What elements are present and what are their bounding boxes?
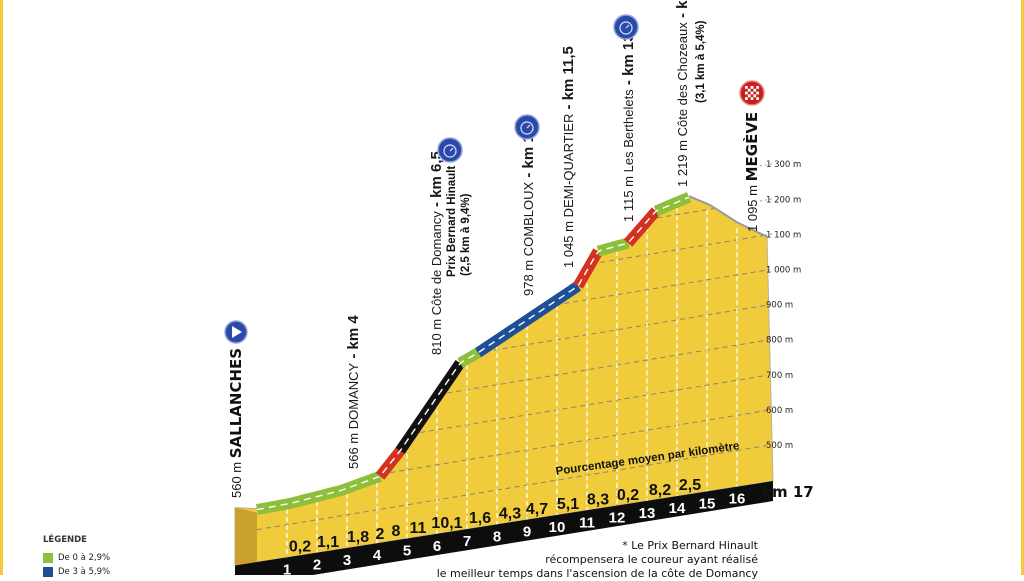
y-axis-tick-label: 1 100 m [766,230,801,240]
place-label-combloux: 978 m COMBLOUX - km 10 [520,126,537,296]
checker-square [756,86,759,89]
km-end-label: km 17 [762,483,814,501]
checker-square [750,91,754,95]
y-axis-tick-label: 1 300 m [766,160,801,170]
checker-square [753,88,757,92]
place-label-les-berthelets: 1 115 m Les Berthelets - km 13,5 [620,21,637,222]
chozeaux-climb-stats: (3,1 km à 5,4%) [695,20,707,103]
gradient-label: 1,1 [317,534,339,551]
km-tick-label: 10 [549,519,566,536]
km-tick-label: 7 [463,533,471,550]
km-band [235,481,773,575]
checker-square [750,86,754,89]
gridline-tick [759,198,773,202]
km-tick-label: 12 [609,510,626,527]
km-tick-label: 14 [669,500,686,517]
gradient-label: 0,2 [617,487,639,504]
gradient-label: 2,5 [679,477,701,494]
gradient-label: 0,2 [289,538,311,555]
legend-swatch-green [43,553,53,563]
gridline [648,207,715,220]
profile-descent-line [688,195,768,238]
legend-item-blue: De 3 à 5,9% [43,567,110,577]
legend-label: De 0 à 2,9% [58,553,111,563]
gradient-label: 1,8 [347,529,369,546]
km-tick-label: 3 [343,552,351,569]
place-label-cote-de-domancy: 810 m Côte de Domancy - km 6,5 [428,151,445,355]
gradient-label: 4,3 [499,505,521,522]
footnote-line: * Le Prix Bernard Hinault [622,539,758,552]
gridline [438,339,768,395]
left-border [0,0,3,575]
checker-square [747,94,751,98]
place-label-demi-quartier: 1 045 m DEMI-QUARTIER - km 11,5 [560,46,577,268]
gridline [546,269,768,307]
gradient-label: 10,1 [431,515,462,532]
checker-square [745,86,748,89]
y-axis-tick-label: 1 200 m [766,195,801,205]
footnote-line: le meilleur temps dans l'ascension de la… [436,567,758,580]
y-axis-tick-label: 800 m [766,336,793,346]
checker-square [745,97,748,100]
legend-label: De 3 à 5,9% [58,567,111,577]
legend-swatch-blue [43,567,53,577]
legend-item-green: De 0 à 2,9% [43,553,110,563]
gridline-tick [759,233,773,237]
profile-centerline [256,196,690,511]
gradient-label: 8,2 [649,482,671,499]
start-arrow-icon [224,320,248,344]
km-tick-label: 4 [373,547,382,564]
checker-square [745,91,748,95]
gridline [475,304,768,354]
km-tick-label: 2 [313,557,321,574]
gradient-label: 4,7 [526,501,548,518]
gradient-label: 5,1 [557,496,579,513]
km-tick-label: 13 [639,505,656,522]
place-label-domancy: 566 m DOMANCY - km 4 [345,315,362,469]
checker-square [756,97,759,100]
km-tick-label: 9 [523,524,531,541]
domancy-climb-stats: (2,5 km à 9,4%) [460,193,472,276]
checker-square [753,94,757,98]
footnote-line: récompensera le coureur ayant réalisé [545,553,758,566]
y-axis-tick-label: 700 m [766,371,793,381]
gradient-label: 1,6 [469,510,491,527]
y-axis-tick-label: 1 000 m [766,266,801,276]
timer-icon [514,114,540,140]
place-label-sallanches: 560 m SALLANCHES [227,348,245,498]
km-tick-label: 11 [579,514,595,531]
checker-square [747,88,751,92]
legend-title: LÉGENDE [43,535,87,545]
km-tick-label: 15 [699,495,716,512]
gradient-label: 8,3 [587,492,609,509]
checker-square [750,97,754,100]
gridline [591,234,765,265]
y-axis-tick-label: 500 m [766,441,793,451]
prix-bernard-hinault-label: Prix Bernard Hinault * [446,158,458,277]
gridline-tick [759,163,773,167]
gradient-label: 8 [392,523,401,540]
timer-icon [613,14,639,40]
gridline [381,409,768,475]
gridline [411,374,768,435]
place-label-megeve: 1 095 m MEGÈVE [742,112,761,232]
km-tick-label: 1 [283,561,291,575]
profile-segment-black [395,359,465,454]
checker-square [756,91,759,95]
y-axis-tick-label: 900 m [766,301,793,311]
place-label-cote-des-chozeaux: 1 219 m Côte des Chozeaux - km 14, [674,0,691,187]
right-border [1021,0,1024,575]
km-tick-label: 5 [403,543,411,560]
km-tick-label: 8 [493,528,501,545]
y-axis-tick-label: 600 m [766,406,793,416]
finish-flag-icon [739,80,765,106]
km-tick-label: 16 [729,491,746,508]
timer-icon [437,137,463,163]
profile-front-face [235,507,257,575]
profile-segment-green [653,192,692,217]
gradient-label: 2 [376,526,385,543]
gradient-label: 11 [410,520,427,537]
km-tick-label: 6 [433,538,441,555]
